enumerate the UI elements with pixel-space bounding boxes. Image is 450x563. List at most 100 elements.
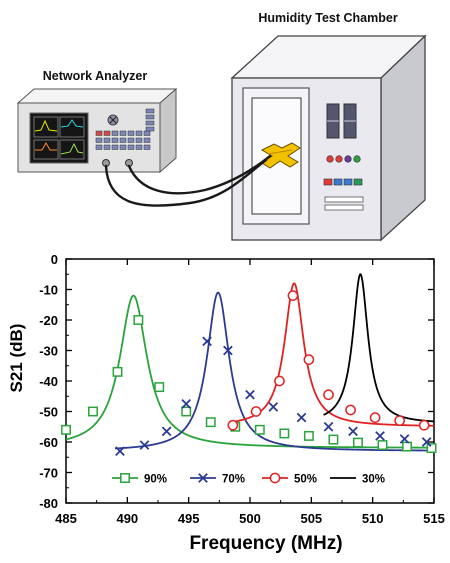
- x-axis-title: Frequency (MHz): [189, 533, 342, 554]
- chamber-button-blue-2: [343, 178, 353, 186]
- series-line-50%: [231, 282, 434, 427]
- analyzer-key: [95, 144, 103, 150]
- legend-marker-50%: [269, 472, 281, 484]
- series-marker-90%: [279, 428, 290, 439]
- legend-marker-90%: [120, 473, 130, 483]
- analyzer-key: [111, 144, 119, 150]
- legend-marker-70%: [198, 473, 208, 483]
- series-marker-90%: [352, 437, 363, 448]
- series-marker-50%: [287, 290, 299, 301]
- chamber-button-red: [323, 178, 333, 186]
- series-marker-90%: [88, 406, 98, 417]
- analyzer-screen-traces: [33, 116, 85, 160]
- chamber-slot-2: [324, 204, 364, 211]
- analyzer-key: [95, 130, 103, 136]
- humidity-chamber: [230, 34, 427, 242]
- series-line-30%: [323, 273, 434, 423]
- analyzer-key: [145, 108, 155, 114]
- series-marker-90%: [205, 417, 216, 428]
- series-marker-70%: [296, 412, 307, 423]
- analyzer-key: [145, 126, 155, 132]
- humidity-chamber-label: Humidity Test Chamber: [258, 11, 398, 25]
- network-analyzer-device: [16, 87, 178, 174]
- chamber-button-green: [353, 178, 363, 186]
- x-tick-label: 505: [300, 511, 322, 526]
- series-marker-50%: [274, 375, 285, 387]
- series-marker-90%: [181, 406, 192, 417]
- y-tick-label: -10: [39, 283, 58, 298]
- series-marker-70%: [268, 402, 279, 412]
- analyzer-key: [127, 137, 135, 143]
- series-markers: [61, 290, 437, 456]
- legend-label-50%: 50%: [294, 474, 317, 486]
- series-marker-70%: [323, 421, 334, 432]
- analyzer-key: [103, 144, 111, 150]
- series-marker-90%: [328, 434, 339, 445]
- series-marker-50%: [369, 412, 381, 423]
- axis-ticks: [65, 258, 435, 504]
- x-tick-label: 510: [362, 511, 384, 526]
- series-lines: [66, 273, 434, 452]
- x-tick-labels: 485 490 495 500 505 510 515: [55, 511, 445, 526]
- legend-label-30%: 30%: [362, 474, 385, 486]
- y-tick-label: -50: [39, 405, 58, 420]
- chamber-indicator-purple: [344, 155, 352, 163]
- series-marker-70%: [223, 345, 233, 356]
- x-tick-label: 500: [239, 511, 261, 526]
- s21-chart: 485 490 495 500 505 510 515 0 -10 -20 -30 -40 -50 -6…: [7, 252, 445, 554]
- analyzer-top-face: [16, 88, 178, 104]
- y-tick-label: -70: [39, 466, 58, 481]
- series-marker-70%: [245, 389, 255, 400]
- chamber-indicator-green: [353, 155, 361, 163]
- x-tick-label: 490: [116, 511, 138, 526]
- series-marker-70%: [375, 431, 385, 441]
- series-marker-50%: [418, 419, 430, 431]
- series-marker-70%: [399, 434, 410, 444]
- y-tick-labels: 0 -10 -20 -30 -40 -50 -60 -70 -80: [39, 252, 58, 511]
- series-marker-90%: [377, 440, 388, 451]
- series-line-70%: [115, 291, 434, 452]
- analyzer-key: [95, 137, 103, 143]
- y-tick-label: -30: [39, 344, 58, 359]
- analyzer-key: [135, 130, 143, 136]
- series-marker-50%: [323, 389, 334, 401]
- series-marker-70%: [181, 399, 192, 409]
- y-tick-label: -40: [39, 374, 58, 389]
- analyzer-key: [143, 130, 151, 136]
- coax-cables: [104, 154, 272, 207]
- x-tick-label: 485: [55, 511, 77, 526]
- series-marker-90%: [254, 424, 265, 435]
- analyzer-key: [143, 144, 151, 150]
- y-axis-title: S21 (dB): [7, 324, 26, 393]
- series-marker-90%: [61, 424, 71, 435]
- analyzer-keypad: [95, 108, 155, 150]
- series-marker-90%: [133, 315, 144, 325]
- series-marker-70%: [139, 440, 150, 450]
- chamber-indicator-red-2: [335, 155, 343, 163]
- series-marker-90%: [154, 382, 165, 393]
- analyzer-key: [145, 120, 155, 126]
- analyzer-key: [119, 137, 127, 143]
- y-tick-label: -60: [39, 435, 58, 450]
- chamber-slot-1: [324, 196, 364, 203]
- analyzer-key: [111, 137, 119, 143]
- y-tick-label: -80: [39, 496, 58, 511]
- analyzer-key: [127, 130, 135, 136]
- series-marker-70%: [348, 426, 358, 437]
- series-marker-50%: [250, 406, 262, 417]
- analyzer-side-face: [159, 87, 177, 174]
- analyzer-key: [135, 144, 143, 150]
- network-analyzer-label: Network Analyzer: [43, 69, 148, 83]
- y-tick-label: -20: [39, 313, 58, 328]
- analyzer-key: [119, 130, 127, 136]
- analyzer-key: [135, 137, 143, 143]
- analyzer-key: [103, 137, 111, 143]
- analyzer-key: [127, 144, 135, 150]
- series-marker-90%: [402, 441, 412, 452]
- cable-1: [104, 158, 268, 207]
- setup-diagram: Network Analyzer: [16, 11, 427, 242]
- analyzer-key: [119, 144, 127, 150]
- analyzer-key: [143, 137, 151, 143]
- series-marker-50%: [227, 419, 239, 431]
